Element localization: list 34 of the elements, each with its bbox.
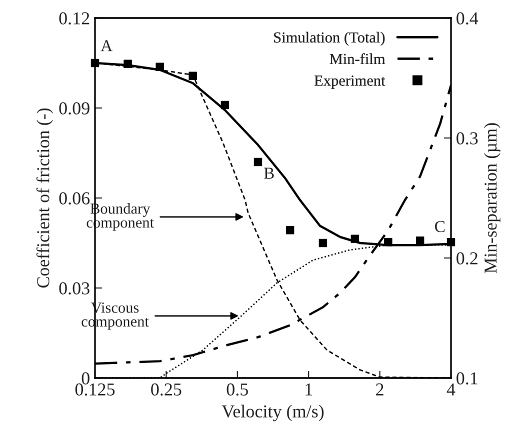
point [124,60,132,68]
y-axis-title: Coefficient of friction (-) [36,108,53,288]
y2-tick-label: 0.3 [456,132,478,145]
point [188,72,197,80]
legend-label: Simulation (Total) [274,32,385,46]
annotation: B [264,168,274,179]
y-tick-label: 0.03 [59,282,90,295]
y2-tick-label: 0.1 [456,372,478,385]
x-tick-label: 0.5 [226,383,248,396]
point [254,158,262,166]
legend-label: Experiment [314,76,386,89]
y-tick-label: 0 [82,372,90,384]
x-axis-title: Velocity (m/s) [222,404,324,422]
point [156,62,164,72]
annotation: C [435,220,445,232]
y-tick-label: 0.12 [59,12,90,25]
legend-label: Min-film [330,53,386,64]
point [286,226,294,234]
point [416,236,424,245]
x-tick-label: 2 [376,383,384,396]
annotation: A [100,40,112,52]
y2-tick-label: 0.2 [456,252,478,265]
point [318,238,328,248]
x-tick-label: 4 [446,384,456,396]
point [220,100,230,110]
x-tick-label: 0.125 [75,383,115,396]
x-tick-label: 0.25 [151,383,182,396]
x-tick-label: 1 [306,383,312,396]
point [350,234,360,243]
y-tick-label: 0.06 [59,192,90,205]
point [384,238,392,246]
y2-axis-title: Min-separation (µm) [484,123,500,274]
y2-tick-label: 0.4 [456,12,478,25]
y-tick-label: 0.09 [59,102,90,115]
